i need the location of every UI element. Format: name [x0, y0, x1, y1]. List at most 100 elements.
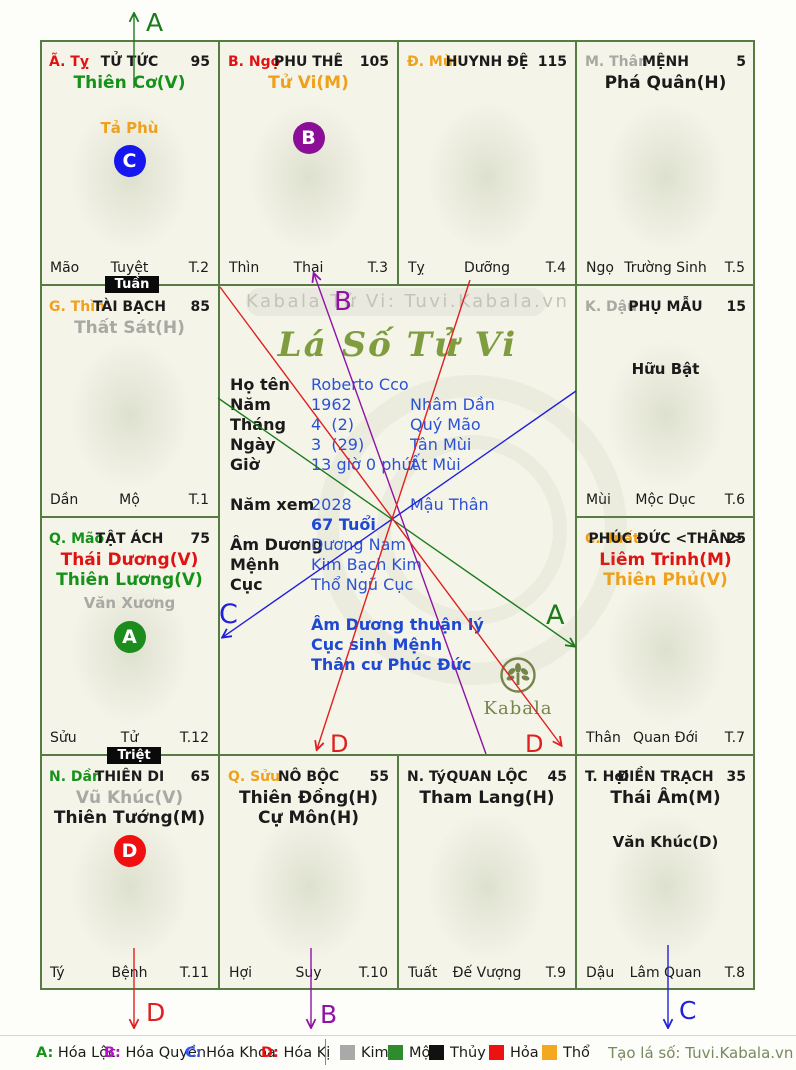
- palace-score: 5: [736, 54, 746, 70]
- palace-score: 45: [547, 769, 567, 785]
- palace-score: 25: [726, 531, 746, 547]
- palace-cell-thien-di[interactable]: N. Dần THIÊN DI 65 Vũ Khúc(V) Thiên Tướn…: [40, 755, 219, 990]
- stem-label: N. Tý: [407, 769, 446, 785]
- hoa-ki-marker: D: [113, 835, 146, 867]
- branch-label: Thân: [586, 730, 621, 746]
- palace-cell-huynh-de[interactable]: Đ. Mùi HUYNH ĐỆ 115 Tỵ Dưỡng T.4: [398, 40, 576, 285]
- zodiac-snake-art: [69, 102, 190, 253]
- stem-label: T. Hợi: [585, 769, 629, 785]
- info-label: Năm xem: [230, 495, 315, 514]
- kabala-logo-text: Kabala: [483, 698, 553, 719]
- legend-letter-c: C:: [185, 1045, 202, 1061]
- major-star: Tham Lang(H): [419, 788, 555, 808]
- info-label: Ngày: [230, 435, 276, 454]
- legend-hoa-loc: A: Hóa Lộc: [36, 1044, 116, 1062]
- stem-label: K. Dậu: [585, 299, 638, 315]
- stem-label: N. Dần: [49, 769, 102, 785]
- hoa-quyen-marker: B: [292, 122, 325, 154]
- life-stage-label: Mộ: [119, 492, 140, 508]
- major-star: Thiên Cơ(V): [73, 73, 186, 93]
- hoa-loc-marker: A: [113, 621, 146, 653]
- palace-name: MỆNH: [642, 54, 689, 70]
- info-label: Năm: [230, 395, 271, 414]
- stem-label: Đ. Mùi: [407, 54, 458, 70]
- legend-separator: [325, 1039, 326, 1065]
- info-label: Họ tên: [230, 375, 290, 394]
- zodiac-pig-art: [605, 811, 726, 962]
- info-value-day-canchi: Tân Mùi: [410, 435, 472, 454]
- life-stage-label: Trường Sinh: [624, 260, 707, 276]
- zodiac-dog-art: [605, 575, 726, 726]
- grid-line-h2-right: [576, 516, 755, 518]
- cycle-label: T.4: [545, 260, 566, 276]
- palace-cell-tat-ach[interactable]: Q. Mão TẬT ÁCH 75 Thái Dương(V) Thiên Lư…: [40, 517, 219, 755]
- cycle-label: T.12: [179, 730, 209, 746]
- legend-hoa-khoa: C: Hóa Khoa: [185, 1044, 276, 1062]
- palace-cell-phu-the[interactable]: B. Ngọ PHU THÊ 105 Tử Vi(M) B Thìn Thai …: [219, 40, 398, 285]
- zodiac-rooster-art: [605, 339, 726, 490]
- element-tho-swatch: [542, 1045, 557, 1060]
- legend-letter-d: D:: [261, 1045, 279, 1061]
- chart-info-panel: Kabala Tử Vi: Tuvi.Kabala.vn Lá Số Tử Vi…: [219, 285, 627, 755]
- palace-cell-menh[interactable]: M. Thân MỆNH 5 Phá Quân(H) Ngọ Trường Si…: [576, 40, 755, 285]
- legend-label: Hóa Khoa: [206, 1045, 276, 1061]
- palace-cell-phuc-duc[interactable]: C. Tuất PHÚC ĐỨC <THÂN> 25 Liêm Trinh(M)…: [576, 517, 755, 755]
- note-line: Cục sinh Mệnh: [311, 635, 443, 654]
- major-star: Thiên Đồng(H): [238, 788, 379, 808]
- palace-score: 75: [190, 531, 210, 547]
- branch-label: Ngọ: [586, 260, 614, 276]
- legend-label: Hóa Kị: [283, 1045, 331, 1061]
- palace-score: 95: [190, 54, 210, 70]
- palace-name: PHÚC ĐỨC <THÂN>: [588, 531, 743, 547]
- cycle-label: T.8: [724, 965, 745, 981]
- line-label-a-top: A: [146, 8, 163, 37]
- info-value-year-canchi: Nhâm Dần: [410, 395, 495, 414]
- info-label: Mệnh: [230, 555, 280, 574]
- palace-cell-no-boc[interactable]: Q. Sửu NÔ BỘC 55 Thiên Đồng(H) Cự Môn(H)…: [219, 755, 398, 990]
- major-star: Thiên Phủ(V): [603, 570, 728, 590]
- line-label-b-bottom: B: [320, 1000, 337, 1029]
- branch-label: Dậu: [586, 965, 615, 981]
- zodiac-monkey-art: [605, 102, 726, 253]
- zodiac-rat-art: [427, 811, 547, 962]
- info-value-day: 3 (29): [311, 435, 365, 454]
- info-label: Âm Dương: [230, 535, 324, 554]
- cycle-label: T.11: [179, 965, 209, 981]
- cycle-label: T.9: [545, 965, 566, 981]
- info-label: Giờ: [230, 455, 260, 474]
- stem-label: M. Thân: [585, 54, 649, 70]
- info-label: Tháng: [230, 415, 286, 434]
- zodiac-dragon-art: [69, 339, 190, 490]
- palace-cell-tai-bach[interactable]: G. Thìn TÀI BẠCH 85 Thất Sát(H) Dần Mộ T…: [40, 285, 219, 517]
- line-label-c-bottom: C: [679, 996, 696, 1025]
- element-hoa-label: Hỏa: [510, 1045, 539, 1061]
- palace-score: 15: [726, 299, 746, 315]
- grid-line-h2-left: [40, 516, 219, 518]
- life-stage-label: Mộc Dục: [635, 492, 696, 508]
- palace-cell-phu-mau[interactable]: K. Dậu PHỤ MẪU 15 Hữu Bật Mùi Mộc Dục T.…: [576, 285, 755, 517]
- cycle-label: T.5: [724, 260, 745, 276]
- major-star: Thiên Lương(V): [56, 570, 203, 590]
- life-stage-label: Suy: [295, 965, 322, 981]
- palace-score: 55: [369, 769, 389, 785]
- element-moc-swatch: [388, 1045, 403, 1060]
- palace-cell-dien-trach[interactable]: T. Hợi ĐIỀN TRẠCH 35 Thái Âm(M) Văn Khúc…: [576, 755, 755, 990]
- palace-cell-tu-tuc[interactable]: Ã. Tỵ TỬ TỨC 95 Thiên Cơ(V) Tả Phù C Mão…: [40, 40, 219, 285]
- legend-letter-b: B:: [104, 1045, 121, 1061]
- minor-star: Tả Phù: [100, 119, 159, 137]
- major-star: Phá Quân(H): [604, 73, 727, 93]
- palace-cell-quan-loc[interactable]: N. Tý QUAN LỘC 45 Tham Lang(H) Tuất Đế V…: [398, 755, 576, 990]
- branch-label: Tuất: [408, 965, 438, 981]
- zodiac-goat-art: [427, 102, 547, 253]
- info-value-name: Roberto Cco: [311, 375, 409, 394]
- info-value-hour-canchi: Ất Mùi: [410, 455, 461, 474]
- info-value-month: 4 (2): [311, 415, 355, 434]
- major-star: Thái Dương(V): [60, 550, 199, 570]
- stem-label: C. Tuất: [585, 531, 640, 547]
- legend-letter-a: A:: [36, 1045, 54, 1061]
- major-star: Cự Môn(H): [258, 808, 359, 828]
- palace-name: ĐIỀN TRẠCH: [617, 769, 714, 785]
- info-value-hour: 13 giờ 0 phút: [311, 455, 418, 474]
- major-star: Thất Sát(H): [74, 318, 185, 338]
- credit-link[interactable]: Tạo lá số: Tuvi.Kabala.vn: [608, 1044, 794, 1062]
